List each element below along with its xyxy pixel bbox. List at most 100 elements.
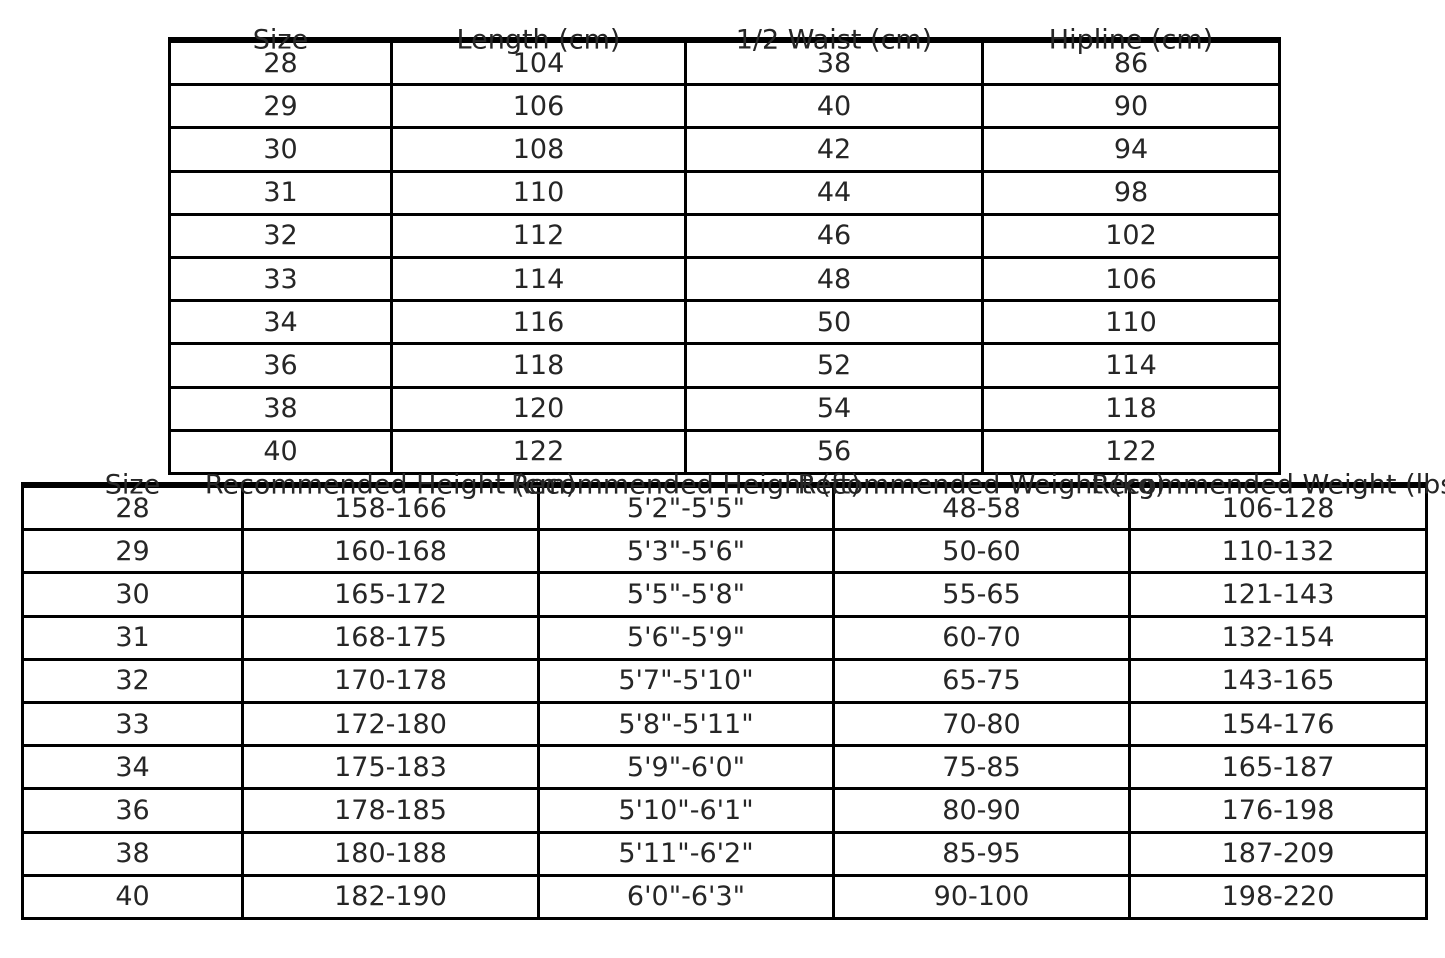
table-cell: 114 bbox=[390, 255, 687, 303]
table-row: 31 110 44 98 bbox=[168, 169, 1281, 216]
table-row: 30 108 42 94 bbox=[168, 126, 1281, 173]
table-cell: 86 bbox=[981, 39, 1281, 87]
garment-measurements-table: Size Length (cm) 1/2 Waist (cm) Hipline (cm… bbox=[168, 25, 1281, 476]
table-cell: 36 bbox=[168, 342, 393, 389]
table-cell: 198-220 bbox=[1128, 873, 1428, 921]
column-header: Recommended Height (cm) bbox=[205, 470, 576, 501]
table-cell: 122 bbox=[981, 428, 1281, 476]
table-cell: 158-166 bbox=[241, 484, 540, 532]
table-cell: 28 bbox=[168, 39, 393, 87]
table-row: 38 120 54 118 bbox=[168, 385, 1281, 432]
table-cell: 85-95 bbox=[832, 830, 1131, 877]
table-cell: 29 bbox=[21, 528, 244, 575]
column-header: Recommended Height (ft) bbox=[511, 470, 861, 501]
table-cell: 110 bbox=[981, 299, 1281, 346]
table-cell: 178-185 bbox=[241, 787, 540, 834]
table-cell: 80-90 bbox=[832, 787, 1131, 834]
table-cell: 31 bbox=[21, 614, 244, 661]
table-cell: 75-85 bbox=[832, 744, 1131, 791]
table-row: 29 160-168 5'3"-5'6" 50-60 110-132 bbox=[21, 528, 1428, 575]
table-cell: 38 bbox=[21, 830, 244, 877]
table-cell: 168-175 bbox=[241, 614, 540, 661]
table-row: 31 168-175 5'6"-5'9" 60-70 132-154 bbox=[21, 614, 1428, 661]
table-cell: 70-80 bbox=[832, 700, 1131, 748]
table-cell: 182-190 bbox=[241, 873, 540, 921]
table-cell: 48 bbox=[684, 255, 984, 303]
table-cell: 5'7"-5'10" bbox=[537, 657, 835, 704]
table-cell: 90 bbox=[981, 83, 1281, 130]
table-cell: 52 bbox=[684, 342, 984, 389]
table-cell: 28 bbox=[21, 484, 244, 532]
table-cell: 30 bbox=[21, 571, 244, 618]
table-cell: 165-187 bbox=[1128, 744, 1428, 791]
table-cell: 33 bbox=[21, 700, 244, 748]
table-cell: 120 bbox=[390, 385, 687, 432]
table-row: 36 118 52 114 bbox=[168, 342, 1281, 389]
table-cell: 118 bbox=[981, 385, 1281, 432]
table-cell: 118 bbox=[390, 342, 687, 389]
table-cell: 55-65 bbox=[832, 571, 1131, 618]
table-row: 34 175-183 5'9"-6'0" 75-85 165-187 bbox=[21, 744, 1428, 791]
table-header-row: Size Length (cm) 1/2 Waist (cm) Hipline (cm… bbox=[168, 25, 1281, 56]
table-cell: 180-188 bbox=[241, 830, 540, 877]
table-cell: 50-60 bbox=[832, 528, 1131, 575]
column-header: Size bbox=[168, 25, 393, 56]
table-cell: 46 bbox=[684, 212, 984, 259]
table-cell: 6'0"-6'3" bbox=[537, 873, 835, 921]
table-cell: 5'6"-5'9" bbox=[537, 614, 835, 661]
table-cell: 29 bbox=[168, 83, 393, 130]
table-cell: 170-178 bbox=[241, 657, 540, 704]
table-cell: 65-75 bbox=[832, 657, 1131, 704]
table-cell: 108 bbox=[390, 126, 687, 173]
table-cell: 5'11"-6'2" bbox=[537, 830, 835, 877]
table-cell: 110-132 bbox=[1128, 528, 1428, 575]
table-row: 40 182-190 6'0"-6'3" 90-100 198-220 bbox=[21, 873, 1428, 921]
table-cell: 104 bbox=[390, 39, 687, 87]
column-header: Length (cm) bbox=[390, 25, 687, 56]
table-row: 28 104 38 86 bbox=[168, 39, 1281, 87]
table-cell: 33 bbox=[168, 255, 393, 303]
table-cell: 116 bbox=[390, 299, 687, 346]
table-cell: 30 bbox=[168, 126, 393, 173]
table-cell: 5'9"-6'0" bbox=[537, 744, 835, 791]
table-cell: 106-128 bbox=[1128, 484, 1428, 532]
column-header: Hipline (cm) bbox=[981, 25, 1281, 56]
table-cell: 36 bbox=[21, 787, 244, 834]
table-row: 28 158-166 5'2"-5'5" 48-58 106-128 bbox=[21, 484, 1428, 532]
table-cell: 112 bbox=[390, 212, 687, 259]
table-cell: 38 bbox=[684, 39, 984, 87]
table-cell: 5'10"-6'1" bbox=[537, 787, 835, 834]
table-cell: 176-198 bbox=[1128, 787, 1428, 834]
table-cell: 94 bbox=[981, 126, 1281, 173]
table-cell: 31 bbox=[168, 169, 393, 216]
table-cell: 38 bbox=[168, 385, 393, 432]
table-cell: 154-176 bbox=[1128, 700, 1428, 748]
table-row: 34 116 50 110 bbox=[168, 299, 1281, 346]
table-cell: 32 bbox=[21, 657, 244, 704]
table-cell: 165-172 bbox=[241, 571, 540, 618]
table-cell: 56 bbox=[684, 428, 984, 476]
table-cell: 122 bbox=[390, 428, 687, 476]
table-row: 38 180-188 5'11"-6'2" 85-95 187-209 bbox=[21, 830, 1428, 877]
table-row: 32 170-178 5'7"-5'10" 65-75 143-165 bbox=[21, 657, 1428, 704]
table-row: 33 114 48 106 bbox=[168, 255, 1281, 303]
table-cell: 32 bbox=[168, 212, 393, 259]
table-cell: 90-100 bbox=[832, 873, 1131, 921]
table-cell: 40 bbox=[168, 428, 393, 476]
table-cell: 34 bbox=[21, 744, 244, 791]
table-cell: 106 bbox=[981, 255, 1281, 303]
table-cell: 143-165 bbox=[1128, 657, 1428, 704]
table-cell: 60-70 bbox=[832, 614, 1131, 661]
table-cell: 34 bbox=[168, 299, 393, 346]
table-cell: 42 bbox=[684, 126, 984, 173]
table-cell: 5'8"-5'11" bbox=[537, 700, 835, 748]
table-cell: 106 bbox=[390, 83, 687, 130]
table-cell: 175-183 bbox=[241, 744, 540, 791]
table-cell: 172-180 bbox=[241, 700, 540, 748]
column-header: Recommended Weight (kg) bbox=[798, 470, 1166, 501]
table-cell: 114 bbox=[981, 342, 1281, 389]
table-cell: 44 bbox=[684, 169, 984, 216]
table-cell: 40 bbox=[21, 873, 244, 921]
table-cell: 132-154 bbox=[1128, 614, 1428, 661]
table-row: 36 178-185 5'10"-6'1" 80-90 176-198 bbox=[21, 787, 1428, 834]
